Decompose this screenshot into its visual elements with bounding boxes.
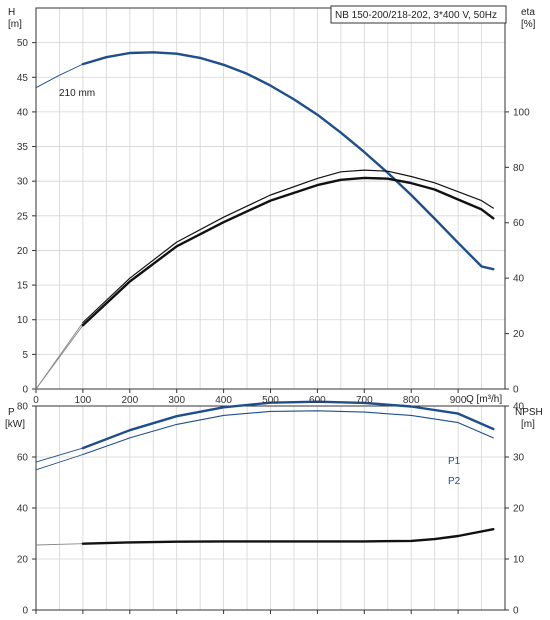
- bottom-right-axis-label: NPSH: [515, 407, 543, 418]
- series-p1: [81, 400, 495, 450]
- series-label-p2: P2: [448, 476, 461, 487]
- right-axis-tick-label: 20: [513, 329, 525, 340]
- series-curve-2: [81, 528, 495, 545]
- series-curve-1: [82, 169, 494, 324]
- left-axis-tick-label: 40: [17, 107, 29, 118]
- left-axis-tick-label: 5: [22, 350, 28, 361]
- right-axis-tick-label: 10: [513, 555, 525, 566]
- bottom-left-axis-unit: [kW]: [5, 419, 25, 430]
- x-axis-tick-label: 900: [450, 395, 467, 406]
- left-axis-tick-label: 0: [22, 606, 28, 617]
- right-axis-tick-label: 60: [513, 218, 525, 229]
- left-axis-tick-label: 45: [17, 73, 29, 84]
- left-axis-tick-label: 15: [17, 281, 29, 292]
- left-axis-tick-label: 40: [17, 504, 29, 515]
- panel-bottom: 0 20 40 60 80 0 10 20 30 40: [17, 400, 525, 617]
- x-axis-tick-label: 400: [215, 395, 232, 406]
- left-axis-tick-label: 0: [22, 385, 28, 396]
- model-title-box: [330, 5, 507, 24]
- right-axis-tick-label: 100: [513, 107, 530, 118]
- left-axis-tick-label: 50: [17, 38, 29, 49]
- series-curve-0-extension: [35, 63, 84, 89]
- series-curve-0: [81, 51, 495, 271]
- left-axis-tick-label: 80: [17, 402, 29, 413]
- x-axis-tick-label: 200: [121, 395, 138, 406]
- right-axis-tick-label: 0: [513, 385, 519, 396]
- series-p2-extension: [35, 454, 84, 471]
- x-axis-tick-label: 600: [309, 395, 326, 406]
- top-right-axis-label: eta: [521, 7, 535, 18]
- series-label-p1: P1: [448, 456, 461, 467]
- top-left-axis-unit: [m]: [8, 19, 22, 30]
- bottom-left-axis-label: P: [8, 407, 15, 418]
- top-right-axis-unit: [%]: [521, 19, 536, 30]
- left-axis-tick-label: 20: [17, 246, 29, 257]
- series-curve-2-extension: [35, 543, 83, 546]
- left-axis-tick-label: 25: [17, 211, 29, 222]
- right-axis-tick-label: 80: [513, 163, 525, 174]
- left-axis-tick-label: 60: [17, 453, 29, 464]
- series-curve-2-extension: [35, 325, 84, 390]
- x-axis-tick-label: 0: [33, 395, 39, 406]
- left-axis-tick-label: 10: [17, 315, 29, 326]
- impeller-diameter-annotation: 210 mm: [59, 88, 95, 99]
- top-left-axis-label: H: [8, 7, 15, 18]
- right-axis-tick-label: 30: [513, 453, 525, 464]
- top-x-axis-label: Q [m³/h]: [466, 394, 502, 405]
- left-axis-tick-label: 30: [17, 177, 29, 188]
- right-axis-tick-label: 20: [513, 504, 525, 515]
- x-axis-tick-label: 500: [262, 395, 279, 406]
- right-axis-tick-label: 0: [513, 606, 519, 617]
- x-axis-tick-label: 300: [168, 395, 185, 406]
- right-axis-tick-label: 40: [513, 274, 525, 285]
- x-axis-tick-label: 700: [356, 395, 373, 406]
- left-axis-tick-label: 35: [17, 142, 29, 153]
- series-p1-extension: [35, 447, 84, 463]
- x-axis-tick-label: 800: [403, 395, 420, 406]
- series-curve-2: [81, 176, 495, 327]
- left-axis-tick-label: 20: [17, 555, 29, 566]
- model-title: NB 150-200/218-202, 3*400 V, 50Hz: [335, 10, 497, 21]
- bottom-right-axis-unit: [m]: [521, 419, 535, 430]
- right-axis-tick-label: 40: [513, 402, 525, 413]
- x-axis-tick-label: 100: [75, 395, 92, 406]
- series-p2: [82, 410, 494, 456]
